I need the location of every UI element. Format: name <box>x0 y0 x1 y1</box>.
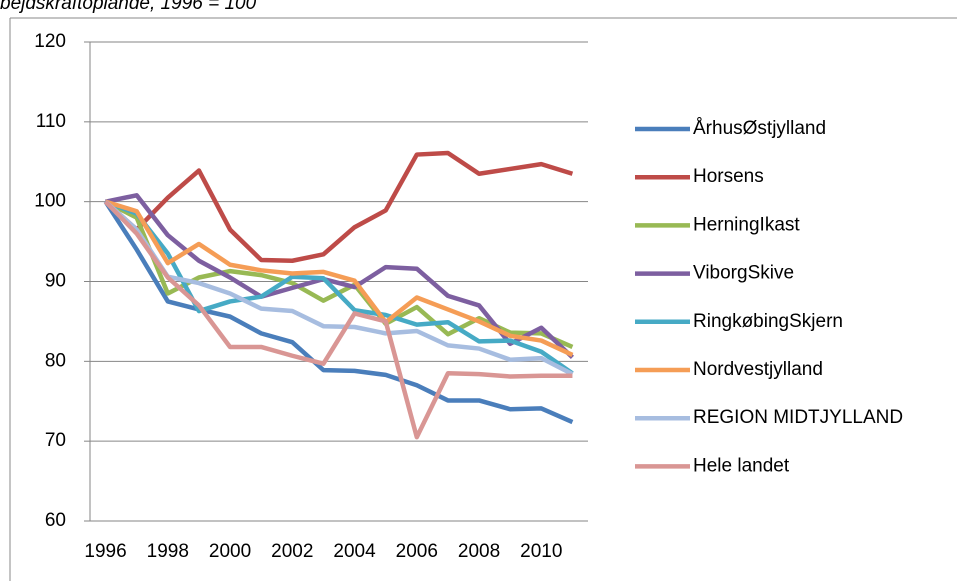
legend-label: Horsens <box>693 166 764 187</box>
y-tick-label: 60 <box>45 510 66 531</box>
y-tick-label: 110 <box>36 111 66 132</box>
x-tick-label: 2004 <box>333 541 376 562</box>
series-line <box>104 150 574 263</box>
x-tick-label: 2006 <box>396 541 438 562</box>
legend-label: Hele landet <box>693 455 790 476</box>
chart-title: bejdskraftoplande, 1996 = 100 <box>0 0 257 14</box>
series-line <box>104 199 574 377</box>
series-line <box>105 193 574 359</box>
x-tick-label: 1996 <box>84 541 126 562</box>
y-tick-label: 80 <box>45 350 66 371</box>
y-tick-label: 90 <box>45 271 66 292</box>
legend-label: RingkøbingSkjern <box>693 311 843 332</box>
x-tick-label: 2000 <box>209 541 251 562</box>
series-line <box>103 200 574 425</box>
x-tick-label: 2010 <box>520 541 562 562</box>
x-tick-label: 1998 <box>147 541 189 562</box>
y-tick-label: 70 <box>45 430 66 451</box>
series-line <box>104 199 574 376</box>
y-tick-label: 100 <box>34 191 66 212</box>
legend-label: ViborgSkive <box>693 263 794 284</box>
y-tick-label: 120 <box>34 31 66 52</box>
legend-label: HerningIkast <box>693 214 800 235</box>
legend-label: REGION MIDTJYLLAND <box>693 407 903 428</box>
legend-label: ÅrhusØstjylland <box>693 118 826 139</box>
legend-label: Nordvestjylland <box>693 359 823 380</box>
x-tick-label: 2008 <box>458 541 500 562</box>
series-line <box>103 200 573 440</box>
series-line <box>104 199 574 357</box>
x-tick-label: 2002 <box>271 541 313 562</box>
